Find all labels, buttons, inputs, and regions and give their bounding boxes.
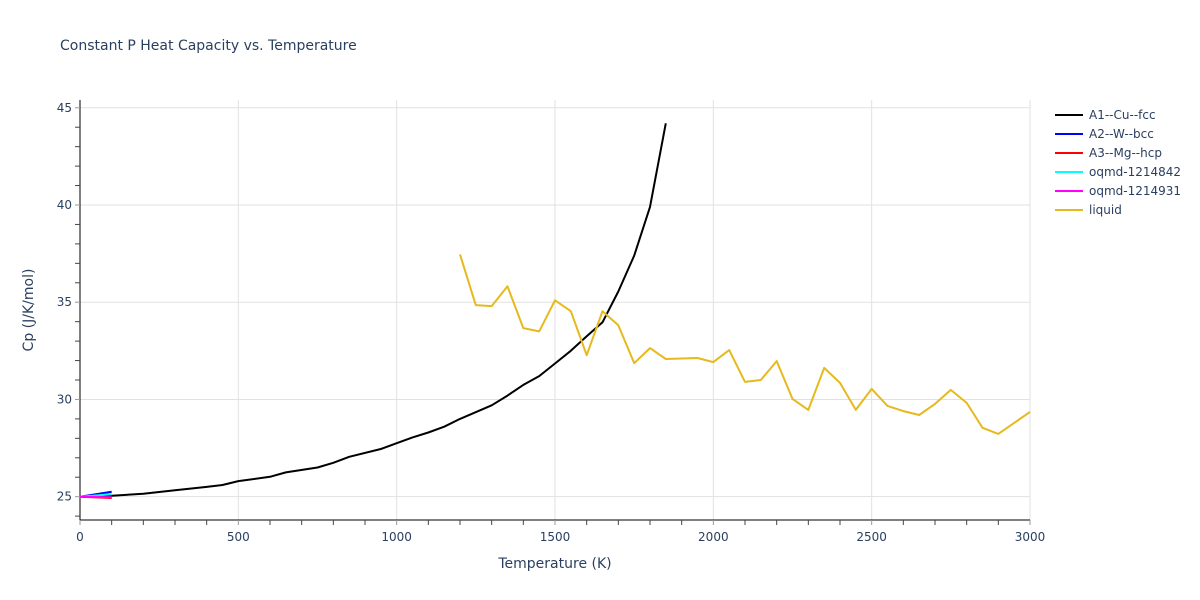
- y-tick-label: 40: [57, 198, 72, 212]
- x-tick-label: 2000: [698, 530, 729, 544]
- axes: [75, 100, 1031, 525]
- series-line-oqmd-1214931: [79, 495, 112, 499]
- legend-label: A1--Cu--fcc: [1089, 108, 1156, 122]
- legend-item[interactable]: liquid: [1055, 203, 1122, 217]
- legend-label: oqmd-1214842: [1089, 165, 1181, 179]
- legend-item[interactable]: A1--Cu--fcc: [1055, 108, 1156, 122]
- x-tick-label: 0: [76, 530, 84, 544]
- legend-label: A3--Mg--hcp: [1089, 146, 1162, 160]
- x-tick-label: 1000: [381, 530, 412, 544]
- legend-item[interactable]: oqmd-1214842: [1055, 165, 1181, 179]
- legend-item[interactable]: A3--Mg--hcp: [1055, 146, 1162, 160]
- y-tick-label: 35: [57, 295, 72, 309]
- series-line-liquid: [459, 254, 1031, 435]
- x-tick-label: 1500: [540, 530, 571, 544]
- y-tick-label: 25: [57, 490, 72, 504]
- legend-label: oqmd-1214931: [1089, 184, 1181, 198]
- tick-labels: 0 500 1000 1500 2000 2500 3000 25 30 35 40 45: [57, 101, 1046, 544]
- legend-label: A2--W--bcc: [1089, 127, 1154, 141]
- series-lines: [79, 123, 1031, 499]
- legend-item[interactable]: A2--W--bcc: [1055, 127, 1154, 141]
- x-tick-label: 500: [227, 530, 250, 544]
- y-axis-title: Cp (J/K/mol): [21, 269, 37, 352]
- chart-title: Constant P Heat Capacity vs. Temperature: [60, 38, 357, 54]
- legend[interactable]: A1--Cu--fcc A2--W--bcc A3--Mg--hcp oqmd-121…: [1055, 108, 1181, 217]
- x-tick-label: 2500: [856, 530, 887, 544]
- x-tick-label: 3000: [1015, 530, 1046, 544]
- y-tick-label: 30: [57, 392, 72, 406]
- x-axis-title: Temperature (K): [497, 556, 611, 572]
- y-tick-label: 45: [57, 101, 72, 115]
- series-line-a1-cu-fcc: [79, 123, 667, 498]
- legend-label: liquid: [1089, 203, 1122, 217]
- legend-item[interactable]: oqmd-1214931: [1055, 184, 1181, 198]
